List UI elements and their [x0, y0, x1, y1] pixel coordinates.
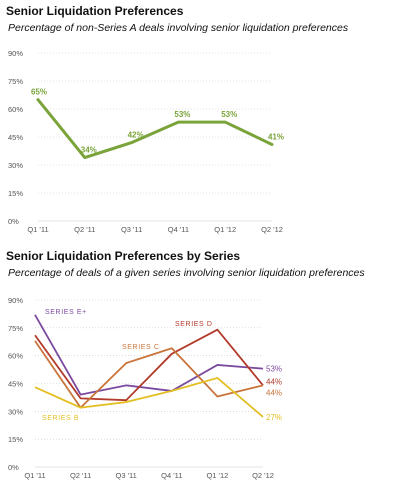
- chart1-xtick-label: Q3 '11: [121, 225, 142, 234]
- chart2-end-label: 44%: [266, 377, 282, 386]
- chart2-plot: 0% 15% 30% 45% 60% 75% 90% Q1 '11 Q2 '11 Q3 '11 Q4…: [8, 296, 282, 480]
- chart1-ytick-label: 30%: [8, 161, 23, 170]
- chart1-xtick-label: Q1 '12: [214, 225, 236, 234]
- chart2-end-label: 53%: [266, 365, 282, 374]
- chart2-ytick-label: 75%: [8, 324, 23, 333]
- chart2-xtick-label: Q2 '12: [252, 471, 274, 480]
- chart1-ytick-label: 15%: [8, 189, 23, 198]
- chart2-ytick-label: 30%: [8, 407, 23, 416]
- chart1-plot: 0% 15% 30% 45% 60% 75% 90% Q1 '11 Q2 '11 Q3 '11 Q4…: [8, 49, 284, 234]
- chart1-data-label: 42%: [128, 131, 144, 140]
- chart1-data-label: 34%: [81, 146, 97, 155]
- chart2-series-line: [34, 314, 264, 396]
- chart1-data-label: 53%: [221, 110, 237, 119]
- chart2-ytick-label: 60%: [8, 352, 23, 361]
- chart1-ytick-label: 60%: [8, 105, 23, 114]
- chart2-subtitle: Percentage of deals of a given series in…: [8, 267, 365, 279]
- chart1-xtick-label: Q2 '12: [261, 225, 283, 234]
- chart2-end-label: 44%: [266, 388, 282, 397]
- chart2-ytick-label: 90%: [8, 296, 23, 305]
- chart2-series-name: SERIES C: [122, 344, 159, 351]
- chart1-ytick-label: 0%: [8, 217, 19, 226]
- chart2-series-line: [34, 377, 264, 418]
- chart1-xtick-label: Q2 '11: [74, 225, 95, 234]
- chart1-data-label: 41%: [268, 132, 284, 141]
- chart1-ytick-label: 45%: [8, 133, 23, 142]
- chart2-title: Senior Liquidation Preferences by Series: [6, 249, 241, 263]
- chart2-xtick-label: Q2 '11: [70, 471, 91, 480]
- chart1-subtitle: Percentage of non-Series A deals involvi…: [8, 22, 349, 34]
- chart2-xtick-label: Q1 '12: [206, 471, 228, 480]
- chart1-data-label: 65%: [31, 88, 47, 97]
- chart1-series-line: [36, 98, 274, 160]
- chart2-ytick-label: 15%: [8, 435, 23, 444]
- chart1-xtick-label: Q1 '11: [27, 225, 48, 234]
- chart2-ytick-label: 45%: [8, 380, 23, 389]
- chart2-xtick-label: Q3 '11: [116, 471, 137, 480]
- chart2-xtick-label: Q4 '11: [161, 471, 182, 480]
- chart2-series-name: SERIES E+: [45, 309, 87, 316]
- chart2-series-line: [34, 328, 264, 402]
- chart2-series-name: SERIES D: [175, 321, 212, 328]
- chart1-xtick-label: Q4 '11: [168, 225, 189, 234]
- chart1-ytick-label: 90%: [8, 49, 23, 58]
- chart2-series-name: SERIES B: [42, 415, 79, 422]
- chart2-ytick-label: 0%: [8, 463, 19, 472]
- chart2-series-line: [34, 340, 264, 409]
- chart2-xtick-label: Q1 '11: [24, 471, 45, 480]
- chart1-ytick-label: 75%: [8, 77, 23, 86]
- chart2-end-label: 27%: [266, 413, 282, 422]
- chart1-title: Senior Liquidation Preferences: [6, 4, 184, 18]
- chart1-data-label: 53%: [174, 110, 190, 119]
